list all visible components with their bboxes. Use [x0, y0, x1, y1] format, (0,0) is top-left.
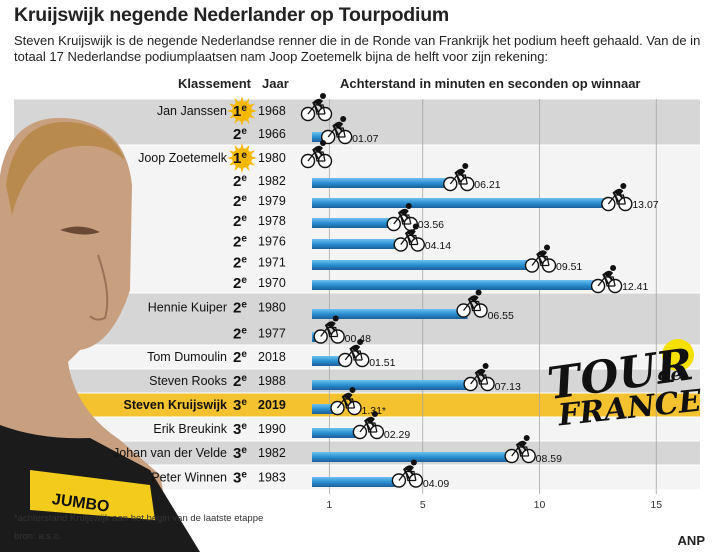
gap-label: 00.48 [345, 333, 371, 345]
year-label: 1982 [258, 446, 286, 460]
cyclist-icon [300, 93, 333, 122]
year-label: 1980 [258, 301, 286, 315]
cyclist-icon [456, 289, 488, 318]
gap-bar [312, 380, 475, 390]
year-label: 1982 [258, 174, 286, 188]
rider-name: Joop Zoetemelk [138, 151, 228, 165]
rider-name: Erik Breukink [153, 422, 227, 436]
cyclist-icon [463, 363, 495, 392]
gap-label: 01.51 [369, 357, 395, 369]
rider-portrait: JUMBO [0, 117, 200, 552]
gap-bar [312, 356, 350, 366]
gap-label: 07.13 [495, 381, 521, 393]
gap-label: 01.07 [352, 133, 378, 145]
winner-sun-icon [227, 96, 257, 126]
cyclist-icon [393, 223, 425, 252]
x-tick-label: 5 [420, 499, 426, 511]
gap-label: 12.41 [622, 281, 648, 293]
rider-name: Steven Rooks [149, 374, 227, 388]
year-label: 1966 [258, 127, 286, 141]
rider-name: Johan van der Velde [113, 446, 227, 460]
year-label: 1988 [258, 374, 286, 388]
gap-bar [312, 309, 468, 319]
cyclist-icon [443, 163, 475, 192]
gap-bar [312, 218, 398, 228]
cyclist-icon [601, 183, 633, 212]
header-rank: Klassement [178, 76, 251, 91]
gap-bar [312, 428, 364, 438]
cyclist-icon [590, 265, 623, 294]
row-band [14, 99, 700, 145]
gap-label: 06.21 [474, 179, 500, 191]
gap-label: 09.51 [556, 261, 582, 273]
gap-bar [312, 280, 603, 290]
header-year: Jaar [262, 76, 289, 91]
agency-label: ANP [677, 533, 705, 548]
year-label: 1979 [258, 194, 286, 208]
gap-bar [312, 198, 613, 208]
year-label: 2019 [258, 398, 286, 412]
winner-sun-icon [227, 143, 257, 173]
year-label: 1971 [258, 256, 286, 270]
gap-bar [312, 452, 516, 462]
cyclist-icon [300, 140, 333, 169]
gap-label: 03.56 [418, 219, 444, 231]
gap-label: 02.29 [384, 429, 410, 441]
gap-bar [312, 239, 405, 249]
year-label: 1970 [258, 276, 286, 290]
year-label: 1983 [258, 471, 286, 485]
jersey-stripe [30, 470, 155, 520]
rider-name: Peter Winnen [151, 471, 227, 485]
year-label: 1980 [258, 151, 286, 165]
year-label: 1990 [258, 422, 286, 436]
cyclist-icon [352, 411, 385, 440]
page-title: Kruijswijk negende Nederlander op Tourpo… [14, 4, 450, 26]
year-label: 2018 [258, 350, 286, 364]
gap-label: 1.31* [361, 405, 386, 417]
x-tick-label: 1 [326, 499, 332, 511]
cyclist-icon [313, 315, 345, 344]
cyclist-icon [320, 116, 353, 145]
gap-bar [312, 178, 455, 188]
gap-bar [312, 477, 403, 487]
cyclist-icon [391, 459, 424, 488]
cyclist-icon [524, 244, 557, 273]
rider-name: Tom Dumoulin [147, 350, 227, 364]
rider-nose [89, 254, 109, 321]
rider-name: Steven Kruijswijk [123, 398, 227, 412]
gap-label: 13.07 [632, 199, 658, 211]
year-label: 1976 [258, 235, 286, 249]
source: bron: a.s.o. [14, 531, 62, 542]
cyclist-icon [504, 435, 536, 464]
gap-label: 06.55 [488, 310, 514, 322]
gap-label: 04.14 [425, 240, 451, 252]
rider-hair [6, 121, 125, 215]
gap-label: 04.09 [423, 478, 449, 490]
cyclist-icon [337, 339, 370, 368]
year-label: 1968 [258, 104, 286, 118]
x-tick-label: 15 [650, 499, 662, 511]
intro-text: Steven Kruijswijk is de negende Nederlan… [14, 33, 701, 64]
year-label: 1978 [258, 214, 286, 228]
gap-bar [312, 404, 342, 414]
x-tick-label: 10 [534, 499, 546, 511]
rider-name: Hennie Kuiper [148, 301, 227, 315]
cyclist-icon [330, 387, 362, 416]
rider-name: Jan Janssen [157, 104, 227, 118]
logo-sun [662, 339, 694, 371]
gap-bar [312, 260, 536, 270]
logo-de-text: de [658, 364, 682, 385]
year-label: 1977 [258, 327, 286, 341]
footnote: *achterstand Kruijswijk aan het begin va… [14, 513, 264, 524]
header-gap: Achterstand in minuten en seconden op wi… [340, 76, 641, 91]
gap-label: 08.59 [536, 453, 562, 465]
rider-eye [60, 226, 100, 235]
